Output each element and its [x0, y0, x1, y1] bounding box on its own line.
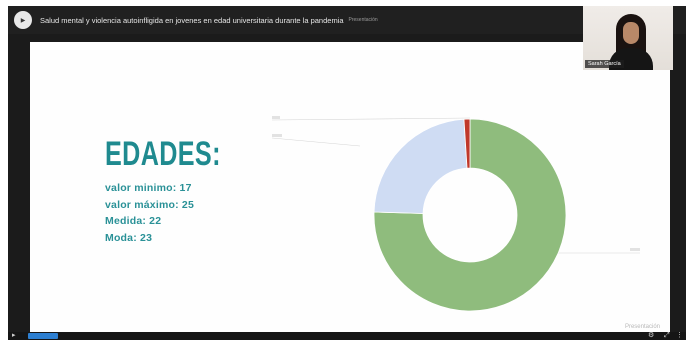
- stats-list: valor minimo: 17 valor máximo: 25 Medida…: [105, 180, 194, 246]
- title-bar: ▶ Salud mental y violencia autoinfligida…: [8, 6, 686, 34]
- donut-chart: [271, 116, 640, 312]
- donut-slice-1: [373, 118, 567, 312]
- donut-slice-2: [373, 118, 468, 214]
- presentation-title: Salud mental y violencia autoinfligida e…: [40, 15, 344, 25]
- presenter-face: [623, 22, 639, 44]
- callout-marker-right: [630, 248, 640, 251]
- callout-marker-left: [272, 134, 282, 137]
- progress-bar[interactable]: [28, 333, 58, 339]
- stat-min: valor minimo: 17: [105, 182, 192, 194]
- player-controls: ▸ ⚙ ⤢ ⋮: [8, 332, 686, 340]
- stat-max: valor máximo: 25: [105, 198, 194, 211]
- gear-icon[interactable]: ⚙: [648, 332, 655, 339]
- donut-slice-3: [463, 118, 471, 169]
- presentation-tag: Presentación: [348, 17, 378, 23]
- slide: EDADES: valor minimo: 17 valor máximo: 2…: [30, 42, 670, 334]
- stat-mode: Moda: 23: [105, 231, 153, 244]
- presenter-name-tag: Sarah García: [585, 60, 624, 68]
- callout-line-left: [271, 137, 361, 147]
- slide-watermark: Presentación: [624, 324, 660, 330]
- stat-median: Medida: 22: [105, 215, 162, 227]
- callout-marker-top: [272, 116, 280, 119]
- callout-line-top: [271, 117, 471, 121]
- fullscreen-icon[interactable]: ⤢: [664, 332, 670, 339]
- more-icon[interactable]: ⋮: [676, 332, 683, 339]
- webcam-video[interactable]: Sarah García: [583, 6, 673, 70]
- play-icon[interactable]: ▸: [12, 332, 16, 339]
- presentation-window: ▶ Salud mental y violencia autoinfligida…: [8, 6, 686, 340]
- slide-heading: EDADES:: [105, 135, 221, 173]
- app-logo-icon: ▶: [14, 11, 32, 29]
